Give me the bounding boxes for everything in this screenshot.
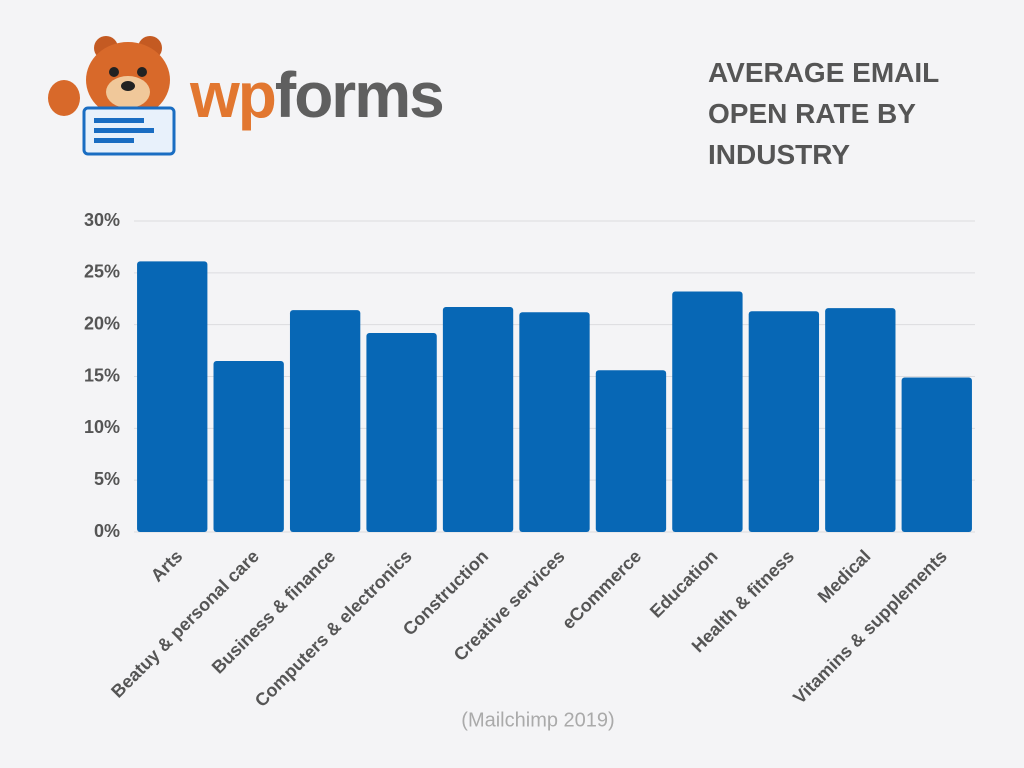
x-tick-label: Arts (147, 546, 187, 586)
x-tick-label: Vitamins & supplements (789, 546, 951, 708)
y-tick-label: 15% (84, 365, 120, 385)
bar (213, 360, 284, 532)
y-tick-label: 25% (84, 262, 120, 282)
y-tick-label: 5% (94, 469, 120, 489)
bar (825, 308, 896, 532)
y-tick-label: 30% (84, 210, 120, 230)
y-tick-label: 0% (94, 521, 120, 541)
y-tick-label: 20% (84, 313, 120, 333)
x-tick-label: Medical (814, 546, 875, 607)
logo-wp: wp (189, 59, 275, 131)
bar (366, 332, 437, 532)
bar (137, 261, 208, 532)
bar (442, 307, 514, 532)
logo-forms: forms (275, 59, 443, 131)
source-note: (Mailchimp 2019) (461, 709, 614, 731)
bar (672, 291, 743, 532)
bar (519, 312, 590, 532)
x-tick-label: Education (646, 546, 722, 622)
bar (748, 311, 820, 532)
chart-title: AVERAGE EMAIL OPEN RATE BY INDUSTRY (708, 57, 939, 170)
logo-text: wpforms (189, 59, 443, 131)
x-tick-label: Beatuy & personal care (107, 546, 263, 702)
logo-mascot (48, 36, 176, 156)
x-tick-label: Computers & electronics (251, 546, 416, 711)
bar (595, 370, 667, 532)
y-tick-label: 10% (84, 417, 120, 437)
bar (901, 377, 972, 532)
x-tick-label: eCommerce (558, 546, 645, 633)
x-tick-label: Business & finance (208, 546, 340, 678)
bar (289, 310, 361, 532)
